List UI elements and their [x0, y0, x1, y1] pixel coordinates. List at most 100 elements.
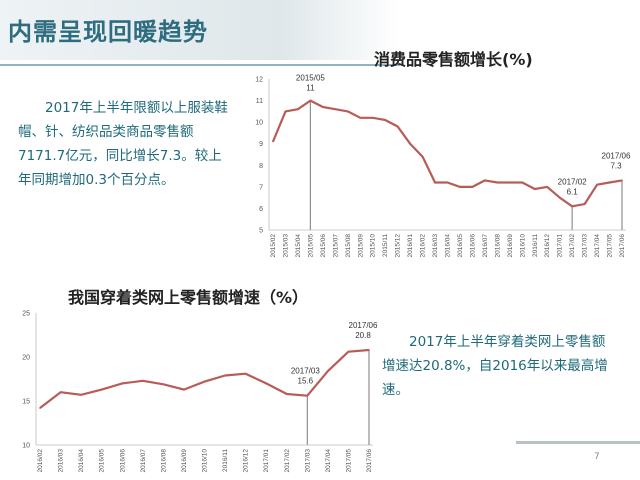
chart2-data-point	[59, 391, 62, 394]
chart1-data-point	[621, 179, 623, 182]
footer-divider	[516, 441, 640, 444]
chart1-x-tick-label: 2016/03	[432, 234, 439, 258]
chart1-y-tick-label: 5	[259, 228, 263, 235]
chart1-x-tick-label: 2015/09	[357, 234, 364, 258]
chart1-x-tick-label: 2015/10	[370, 234, 377, 258]
chart2-annotation-date: 2017/06	[349, 321, 378, 330]
chart2-annotation-date: 2017/03	[291, 367, 320, 376]
chart2-data-point	[142, 379, 144, 382]
chart1-data-point	[346, 110, 349, 113]
chart2-x-tick-label: 2016/09	[181, 449, 188, 473]
chart2-x-tick-label: 2017/01	[263, 449, 270, 473]
title-banner	[0, 0, 400, 60]
chart1-annotation-value: 6.1	[567, 187, 579, 196]
chart1-x-tick-label: 2016/05	[457, 234, 464, 258]
chart2-x-tick-label: 2016/10	[202, 449, 209, 473]
chart2-x-tick-label: 2016/07	[140, 449, 147, 473]
chart1-data-point	[521, 181, 524, 184]
chart2-x-tick-label: 2016/05	[99, 449, 106, 473]
chart1-annotation-date: 2015/05	[296, 74, 325, 83]
chart1-data-point	[284, 110, 287, 113]
chart2-annotation-value: 20.8	[355, 331, 371, 340]
chart1-data-point	[558, 196, 561, 199]
chart2-data-point	[203, 380, 206, 383]
chart2-data-point	[39, 407, 41, 409]
chart1-y-tick-label: 8	[259, 163, 263, 170]
chart2-y-tick-label: 20	[22, 355, 30, 362]
chart1-annotation-date: 2017/06	[602, 151, 631, 160]
chart2-x-tick-label: 2017/05	[345, 449, 352, 473]
chart2-x-tick-label: 2016/08	[160, 449, 167, 473]
chart1-x-tick-label: 2015/02	[270, 234, 277, 258]
chart2-x-tick-label: 2016/03	[58, 449, 65, 473]
chart1-title: 消费品零售额增长(%)	[374, 50, 533, 69]
chart1-y-tick-label: 7	[259, 184, 263, 191]
chart2-data-point	[183, 388, 185, 391]
chart1-data-point	[421, 155, 424, 158]
chart2-data-point	[244, 372, 247, 375]
chart1-data-point	[434, 181, 436, 184]
chart2-x-tick-label: 2017/03	[304, 449, 311, 473]
chart2-data-point	[162, 383, 165, 386]
page-title: 内需呈现回暖趋势	[8, 18, 208, 46]
chart1-data-point	[608, 181, 611, 184]
chart2-data-point	[80, 394, 82, 396]
chart1-data-point	[396, 125, 399, 128]
chart1-x-tick-label: 2016/04	[445, 234, 452, 258]
chart1-data-point	[533, 188, 536, 190]
chart2-y-tick-label: 10	[22, 443, 30, 450]
chart1-x-tick-label: 2015/07	[332, 234, 339, 258]
chart2-data-point	[121, 382, 124, 385]
chart2-x-tick-label: 2017/06	[366, 449, 373, 473]
chart1-x-tick-label: 2017/01	[557, 234, 564, 258]
chart1-data-point	[409, 142, 411, 145]
chart1-x-tick-label: 2017/03	[582, 234, 589, 258]
chart1-x-tick-label: 2016/06	[469, 234, 476, 258]
chart1-data-point	[359, 117, 362, 119]
chart1-data-point	[571, 205, 573, 208]
chart1-x-tick-label: 2016/09	[507, 234, 514, 258]
chart2-y-tick-label: 15	[22, 399, 30, 406]
chart1-y-tick-label: 11	[256, 98, 263, 105]
chart2-data-point	[327, 370, 329, 372]
retail-sales-note: 2017年上半年限额以上服装鞋帽、针、纺织品类商品零售额7171.7亿元，同比增…	[18, 100, 228, 188]
chart1-data-point	[272, 140, 274, 143]
chart1-x-tick-label: 2015/03	[282, 234, 289, 258]
chart2-data-point	[347, 350, 350, 353]
chart1-x-tick-label: 2017/06	[619, 234, 626, 258]
chart2-title: 我国穿着类网上零售额增速（%）	[68, 288, 309, 307]
page-number: 7	[594, 452, 600, 462]
chart1-data-point	[371, 117, 374, 119]
chart1-data-point	[309, 99, 312, 102]
chart2-x-tick-label: 2017/04	[325, 449, 332, 473]
chart2-series-line	[39, 348, 370, 409]
chart2-x-tick-label: 2016/12	[243, 449, 250, 473]
chart1-x-tick-label: 2016/02	[420, 234, 427, 258]
chart1-x-tick-label: 2017/05	[607, 234, 614, 258]
chart1-x-tick-label: 2017/02	[569, 234, 576, 258]
chart2-data-point	[368, 349, 370, 351]
chart1-data-point	[446, 181, 449, 184]
chart2-data-point	[285, 393, 288, 395]
chart2-annotation-value: 15.6	[298, 377, 314, 386]
chart2-x-tick-label: 2016/06	[119, 449, 126, 473]
chart2-y-tick-label: 25	[22, 311, 30, 318]
title-divider	[0, 64, 400, 66]
chart2-data-point	[224, 374, 226, 377]
chart1-x-tick-label: 2015/05	[307, 234, 314, 258]
chart1-x-tick-label: 2016/08	[494, 234, 501, 258]
chart1-x-tick-label: 2015/11	[382, 234, 389, 257]
chart1-annotation-value: 11	[306, 84, 315, 93]
chart1-data-point	[471, 186, 474, 188]
chart1-annotation-date: 2017/02	[558, 177, 587, 186]
chart1-x-tick-label: 2017/04	[594, 234, 601, 258]
chart1-x-tick-label: 2015/06	[320, 234, 327, 258]
chart1-data-point	[546, 186, 549, 188]
chart1-y-tick-label: 10	[255, 120, 263, 127]
chart1-data-point	[484, 179, 486, 182]
chart2-x-tick-label: 2016/04	[78, 449, 85, 473]
chart1-data-point	[334, 108, 337, 110]
chart1-x-tick-label: 2015/04	[295, 234, 302, 258]
chart1-x-tick-label: 2016/10	[519, 234, 526, 258]
